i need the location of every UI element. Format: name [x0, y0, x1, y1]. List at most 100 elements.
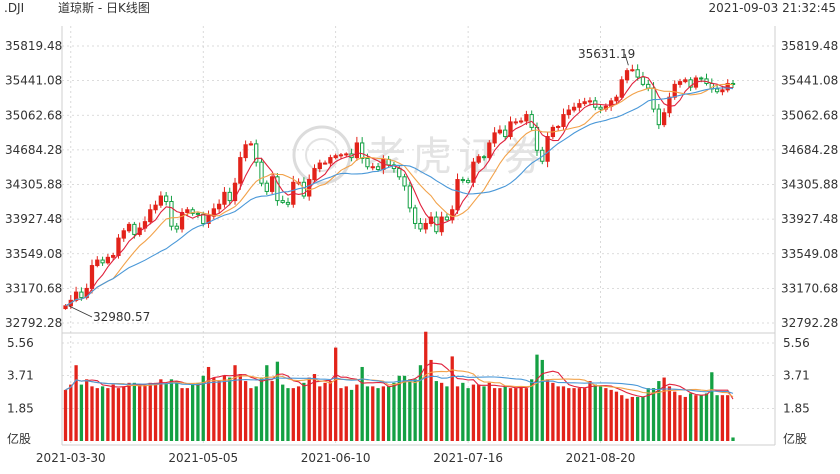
volume-bar — [418, 365, 423, 441]
volume-bar — [138, 384, 142, 441]
candle-body — [518, 120, 524, 123]
volume-bar — [445, 386, 449, 441]
candle-body — [148, 209, 153, 223]
volume-bar — [116, 388, 121, 441]
date-tick-label: 2021-07-16 — [433, 451, 503, 465]
volume-bar — [349, 389, 354, 441]
candle-body — [105, 256, 111, 264]
candle-body — [667, 96, 672, 114]
high-annotation-label: 35631.19 — [578, 47, 635, 61]
candle-body — [338, 154, 344, 157]
volume-bar — [74, 365, 78, 441]
volume-bar — [530, 379, 534, 441]
volume-bar — [387, 386, 391, 441]
candle-body — [423, 222, 428, 230]
volume-bar — [323, 382, 327, 441]
candle-body — [460, 179, 465, 182]
volume-tick-right: 3.71 — [783, 369, 810, 383]
volume-bar — [561, 386, 566, 441]
symbol-label: .DJI — [4, 1, 24, 15]
price-tick-right: 33170.68 — [781, 281, 838, 295]
candle-body — [582, 101, 587, 105]
candle-body — [222, 191, 227, 205]
candle-body — [84, 287, 89, 299]
candle-body — [216, 203, 222, 210]
watermark-logo-inner — [305, 138, 339, 172]
candle-body — [243, 144, 248, 159]
candle-body — [683, 79, 688, 83]
chart-title: 道琼斯 - 日K线图 — [58, 0, 150, 15]
price-tick-right: 34305.88 — [781, 178, 838, 192]
volume-bar — [122, 386, 126, 441]
volume-bar — [191, 384, 195, 441]
candle-body — [497, 129, 503, 134]
volume-bar — [397, 375, 401, 441]
candle-body — [370, 166, 375, 169]
volume-bar — [339, 388, 343, 441]
candle-body — [153, 204, 158, 211]
candle-body — [79, 291, 84, 299]
candle-body — [126, 223, 132, 232]
candle-body — [672, 83, 677, 98]
date-tick-label: 2021-05-05 — [168, 451, 238, 465]
candle-body — [322, 162, 328, 165]
volume-bar — [609, 389, 613, 441]
candle-body — [646, 83, 651, 89]
candle-body — [206, 215, 211, 224]
volume-bar — [206, 366, 211, 441]
price-tick-left: 34684.28 — [5, 143, 62, 157]
price-tick-right: 35819.48 — [781, 39, 838, 53]
candle-body — [73, 291, 79, 301]
volume-bar — [106, 388, 110, 441]
volume-bar — [127, 382, 131, 441]
candle-body — [444, 216, 450, 221]
volume-bar — [545, 379, 550, 441]
volume-bar — [508, 388, 513, 441]
volume-bar — [79, 384, 84, 441]
watermark-text: 老虎证券 — [366, 134, 550, 180]
candle-body — [492, 132, 497, 144]
price-tick-left: 32792.28 — [5, 316, 62, 330]
volume-bar — [100, 386, 105, 441]
volume-bar — [519, 386, 523, 441]
date-tick-label: 2021-03-30 — [36, 451, 106, 465]
candle-body — [566, 109, 571, 116]
volume-tick-left: 5.56 — [7, 336, 34, 350]
candle-body — [185, 209, 190, 213]
candle-body — [407, 185, 412, 209]
volume-bar — [439, 382, 444, 441]
volume-bar — [540, 359, 544, 441]
candle-body — [95, 259, 100, 267]
candle-body — [174, 225, 179, 230]
candle-body — [190, 209, 195, 214]
volume-bar — [132, 382, 137, 441]
volume-bar — [482, 386, 486, 441]
volume-tick-left: 1.85 — [7, 401, 34, 415]
volume-bar — [286, 388, 290, 441]
candle-body — [100, 259, 105, 264]
volume-bar — [291, 388, 295, 441]
volume-bar — [657, 381, 661, 441]
candle-body — [280, 200, 285, 203]
candle-body — [238, 157, 243, 184]
volume-bar — [254, 386, 258, 441]
candle-body — [179, 211, 185, 230]
volume-bar — [212, 377, 216, 441]
volume-bar — [567, 388, 571, 441]
volume-bar — [402, 375, 407, 441]
candle-body — [375, 166, 381, 170]
volume-bar — [360, 366, 364, 441]
volume-bar — [318, 386, 322, 441]
price-tick-right: 35062.68 — [781, 108, 838, 122]
volume-bar — [249, 388, 253, 441]
candle-body — [248, 143, 254, 146]
candle-body — [508, 121, 513, 138]
candle-body — [651, 87, 656, 110]
candle-body — [598, 106, 603, 110]
volume-bar — [376, 388, 380, 441]
candle-body — [476, 156, 481, 163]
candle-body — [587, 100, 593, 103]
volume-bar — [222, 375, 227, 441]
volume-bar — [726, 395, 730, 441]
candle-body — [164, 195, 169, 203]
